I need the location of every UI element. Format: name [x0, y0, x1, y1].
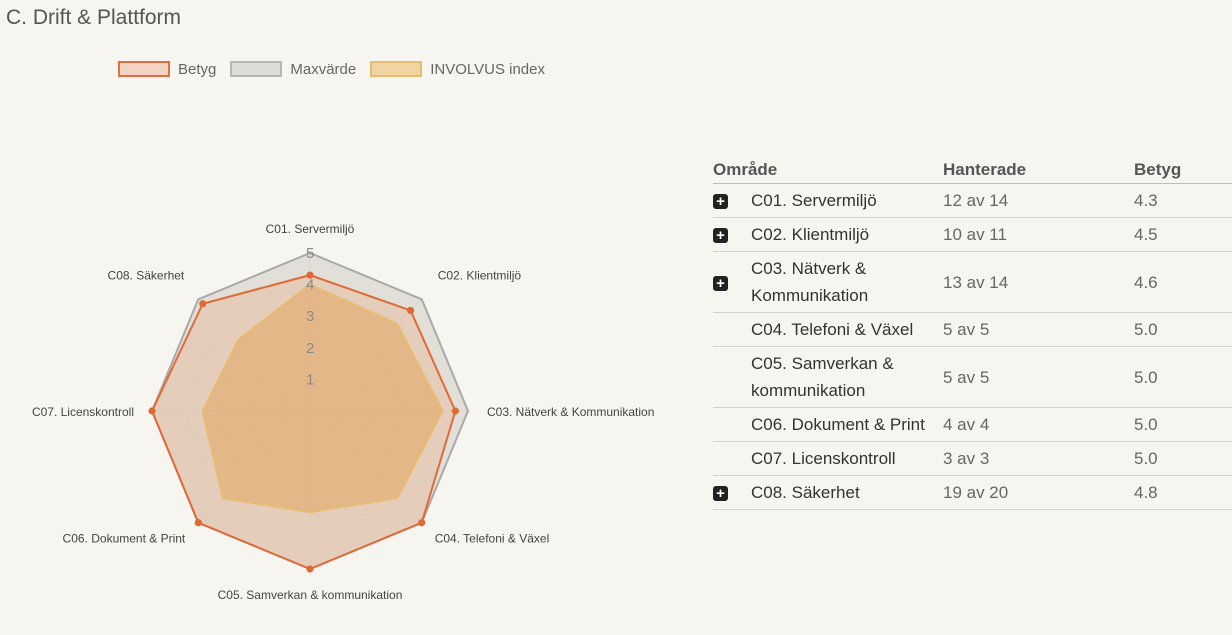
score-cell: 4.5 [1134, 217, 1232, 252]
legend-label-maxvarde: Maxvärde [290, 60, 357, 78]
data-point-betyg [451, 407, 459, 415]
expand-cell: + [713, 217, 751, 252]
axis-label: C04. Telefoni & Växel [435, 532, 550, 546]
page-title: C. Drift & Plattform [6, 6, 182, 29]
legend-item-maxvarde[interactable]: Maxvärde [230, 61, 356, 78]
plus-square-icon[interactable]: + [713, 486, 728, 502]
column-header-area: Område [713, 156, 943, 184]
handled-cell: 12 av 14 [943, 183, 1134, 218]
table-row[interactable]: + C01. Servermiljö 12 av 14 4.3 [713, 183, 1232, 218]
legend-swatch-involvus-index [370, 61, 423, 77]
data-point-betyg [418, 519, 426, 527]
expand-cell [713, 441, 751, 476]
tick-label: 4 [306, 277, 314, 294]
table-row: C04. Telefoni & Växel 5 av 5 5.0 [713, 312, 1232, 347]
axis-label: C07. Licenskontroll [32, 405, 134, 419]
radar-chart: 1 2 3 4 5 C01. Servermiljö C02. Klientmiljö C03… [32, 222, 654, 602]
score-cell: 4.3 [1134, 183, 1232, 218]
table-header-row: Område Hanterade Betyg [713, 156, 1232, 184]
area-cell: C04. Telefoni & Växel [751, 312, 943, 347]
area-label: C02. Klientmiljö [751, 225, 870, 244]
tick-label: 1 [306, 371, 314, 388]
axis-label: C01. Servermiljö [266, 222, 355, 236]
legend-label-involvus-index: INVOLVUS index [430, 60, 545, 78]
area-cell: C07. Licenskontroll [751, 441, 943, 476]
tick-label: 2 [306, 340, 314, 357]
handled-cell: 10 av 11 [943, 217, 1134, 252]
data-point-betyg [148, 407, 156, 415]
area-label: C05. Samverkan & kommunikation [751, 354, 894, 400]
expand-cell [713, 407, 751, 442]
axis-label: C08. Säkerhet [108, 268, 185, 282]
area-label: C04. Telefoni & Växel [751, 320, 914, 339]
expand-cell [713, 346, 751, 408]
data-point-betyg [194, 519, 202, 527]
data-point-betyg [199, 300, 207, 308]
legend-swatch-maxvarde [230, 61, 283, 77]
area-cell: C06. Dokument & Print [751, 407, 943, 442]
area-cell: C02. Klientmiljö [751, 217, 943, 252]
score-cell: 5.0 [1134, 312, 1232, 347]
score-cell: 5.0 [1134, 441, 1232, 476]
plus-square-icon[interactable]: + [713, 228, 728, 244]
plus-square-icon[interactable]: + [713, 275, 728, 291]
series-area-involvus-index [201, 283, 444, 514]
score-cell: 5.0 [1134, 407, 1232, 442]
handled-cell: 3 av 3 [943, 441, 1134, 476]
table-row[interactable]: + C08. Säkerhet 19 av 20 4.8 [713, 475, 1232, 510]
table-row: C05. Samverkan & kommunikation 5 av 5 5.0 [713, 346, 1232, 408]
handled-cell: 13 av 14 [943, 251, 1134, 313]
area-cell: C05. Samverkan & kommunikation [751, 346, 943, 408]
table-row[interactable]: + C02. Klientmiljö 10 av 11 4.5 [713, 217, 1232, 252]
data-point-betyg [306, 271, 314, 279]
expand-cell: + [713, 183, 751, 218]
expand-cell: + [713, 251, 751, 313]
expand-cell: + [713, 475, 751, 510]
axis-label: C05. Samverkan & kommunikation [218, 588, 403, 602]
area-label: C01. Servermiljö [751, 191, 877, 210]
area-label: C08. Säkerhet [751, 483, 860, 502]
data-point-betyg [306, 565, 314, 573]
plus-square-icon[interactable]: + [713, 194, 728, 210]
area-label: C06. Dokument & Print [751, 415, 925, 434]
handled-cell: 5 av 5 [943, 346, 1134, 408]
area-cell: C08. Säkerhet [751, 475, 943, 510]
area-cell: C03. Nätverk & Kommunikation [751, 251, 943, 313]
table-row[interactable]: + C03. Nätverk & Kommunikation 13 av 14 4.6 [713, 251, 1232, 313]
handled-cell: 4 av 4 [943, 407, 1134, 442]
axis-label: C06. Dokument & Print [63, 532, 186, 546]
table-body: + C01. Servermiljö 12 av 14 4.3 + C02. Klient… [713, 183, 1232, 510]
axis-label: C03. Nätverk & Kommunikation [487, 405, 654, 419]
score-cell: 4.6 [1134, 251, 1232, 313]
expand-cell [713, 312, 751, 347]
table-row: C07. Licenskontroll 3 av 3 5.0 [713, 441, 1232, 476]
legend-item-involvus-index[interactable]: INVOLVUS index [370, 61, 545, 78]
chart-legend: Betyg Maxvärde INVOLVUS index [118, 58, 559, 80]
area-label: C03. Nätverk & Kommunikation [751, 259, 869, 305]
area-cell: C01. Servermiljö [751, 183, 943, 218]
legend-label-betyg: Betyg [178, 60, 217, 78]
legend-swatch-betyg [118, 61, 170, 77]
handled-cell: 19 av 20 [943, 475, 1134, 510]
handled-cell: 5 av 5 [943, 312, 1134, 347]
legend-item-betyg[interactable]: Betyg [118, 61, 216, 78]
table-row: C06. Dokument & Print 4 av 4 5.0 [713, 407, 1232, 442]
tick-label: 3 [306, 308, 314, 325]
area-label: C07. Licenskontroll [751, 449, 896, 468]
score-cell: 4.8 [1134, 475, 1232, 510]
column-header-score: Betyg [1134, 156, 1232, 184]
score-table: Område Hanterade Betyg + C01. Servermiljö… [713, 156, 1232, 510]
column-header-handled: Hanterade [943, 156, 1134, 184]
tick-label: 5 [306, 245, 314, 262]
score-cell: 5.0 [1134, 346, 1232, 408]
axis-label: C02. Klientmiljö [438, 268, 522, 282]
data-point-betyg [406, 306, 415, 315]
